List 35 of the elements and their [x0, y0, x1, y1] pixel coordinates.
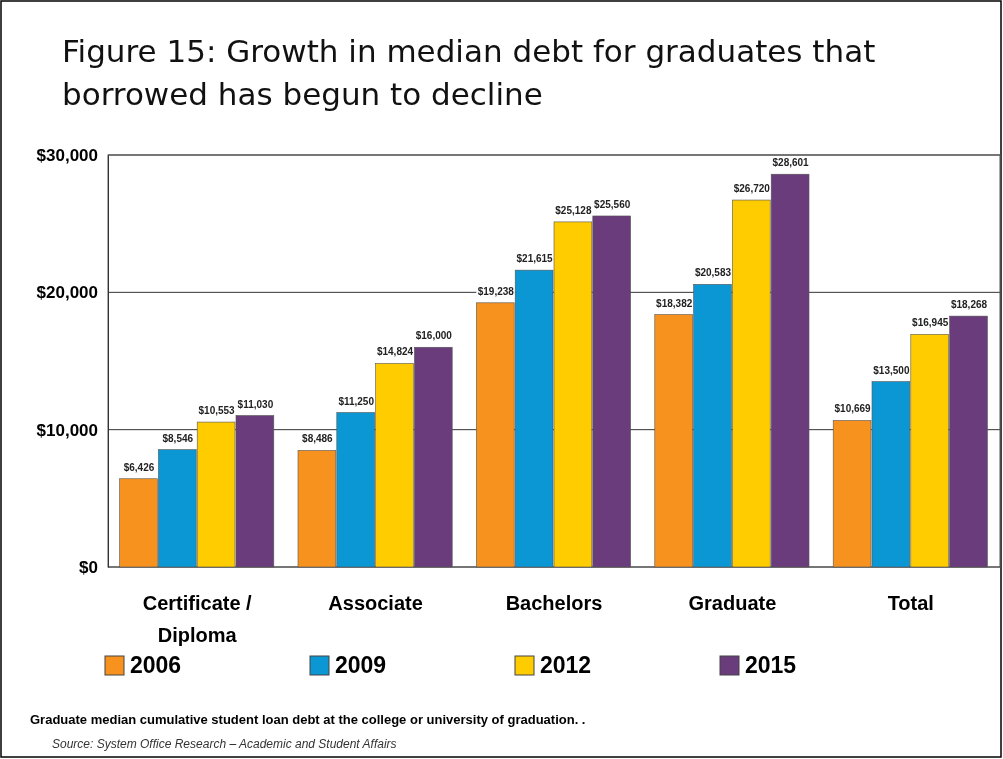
y-tick-label: $0 [79, 557, 98, 577]
data-label: $11,250 [338, 395, 375, 407]
x-tick-label: Certificate / Diploma [142, 592, 253, 646]
data-label: $28,601 [772, 157, 810, 169]
x-tick-label: Total [887, 592, 934, 614]
data-label: $18,268 [950, 299, 988, 311]
data-label: $8,546 [162, 432, 194, 444]
legend-label: 2006 [130, 652, 182, 678]
source-note: Source: System Office Research – Academic and Student Affairs [52, 737, 397, 751]
data-label: $14,824 [376, 346, 414, 358]
data-label: $20,583 [694, 267, 732, 279]
data-label: $8,486 [302, 433, 334, 445]
data-label: $16,000 [415, 330, 453, 342]
legend-label: 2009 [335, 652, 387, 678]
data-label: $18,382 [656, 297, 693, 309]
x-tick-label: Graduate [688, 592, 777, 614]
x-tick-label: Associate [328, 592, 423, 614]
data-label: $10,669 [834, 403, 872, 415]
data-label: $10,553 [198, 405, 236, 417]
chart-title: Figure 15: Growth in median debt for graduates that borrowed has begun to decline [62, 33, 876, 112]
data-label: $6,426 [123, 461, 155, 473]
legend-label: 2012 [540, 652, 592, 678]
data-label: $16,945 [912, 317, 949, 329]
y-tick-label: $30,000 [36, 145, 98, 165]
data-label: $25,128 [555, 204, 592, 216]
data-label: $26,720 [733, 183, 771, 195]
y-tick-label: $10,000 [36, 420, 98, 440]
x-tick-label: Bachelors [505, 592, 603, 614]
data-label: $13,500 [873, 364, 910, 376]
data-label: $25,560 [594, 198, 631, 210]
legend-label: 2015 [745, 652, 797, 678]
text: Graduate median cumulative student loan debt at the college or university of graduation. . [30, 712, 586, 727]
y-tick-label: $20,000 [36, 283, 98, 303]
data-label: $21,615 [516, 253, 554, 265]
data-label: $11,030 [237, 398, 274, 410]
